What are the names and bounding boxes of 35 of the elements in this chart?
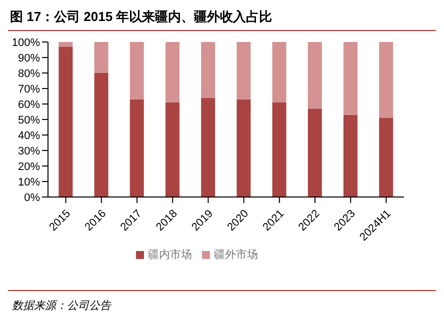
bar xyxy=(379,118,394,197)
y-tick-label: 10% xyxy=(18,176,40,188)
bar xyxy=(308,42,322,109)
legend-label: 疆外市场 xyxy=(214,249,258,261)
y-tick-label: 90% xyxy=(18,52,40,64)
y-tick-label: 30% xyxy=(18,145,40,158)
bar xyxy=(379,42,394,118)
y-tick-label: 20% xyxy=(18,160,40,173)
bar xyxy=(272,42,286,102)
source-note: 数据来源：公司公告 xyxy=(12,298,111,313)
bar xyxy=(165,42,180,102)
bar xyxy=(272,102,286,197)
y-tick-label: 100% xyxy=(12,36,40,49)
y-tick-label: 80% xyxy=(18,68,40,80)
bar xyxy=(130,99,144,197)
bar xyxy=(236,42,251,100)
y-tick-label: 50% xyxy=(18,114,40,126)
bar xyxy=(343,42,358,115)
bar xyxy=(236,99,251,197)
bar xyxy=(201,98,216,197)
bar xyxy=(130,42,144,100)
bar xyxy=(343,114,358,197)
y-tick-label: 60% xyxy=(18,98,40,111)
bar xyxy=(58,46,73,197)
bar xyxy=(58,42,73,47)
bar xyxy=(308,108,322,197)
bar xyxy=(94,73,108,197)
bar xyxy=(94,42,108,73)
bar xyxy=(165,102,180,197)
y-tick-label: 70% xyxy=(18,83,40,96)
bar xyxy=(201,42,216,98)
chart-title: 图 17：公司 2015 年以来疆内、疆外收入占比 xyxy=(10,8,272,26)
y-tick-label: 0% xyxy=(24,192,40,204)
y-tick-label: 40% xyxy=(18,130,40,142)
legend-label: 疆内市场 xyxy=(148,249,192,261)
